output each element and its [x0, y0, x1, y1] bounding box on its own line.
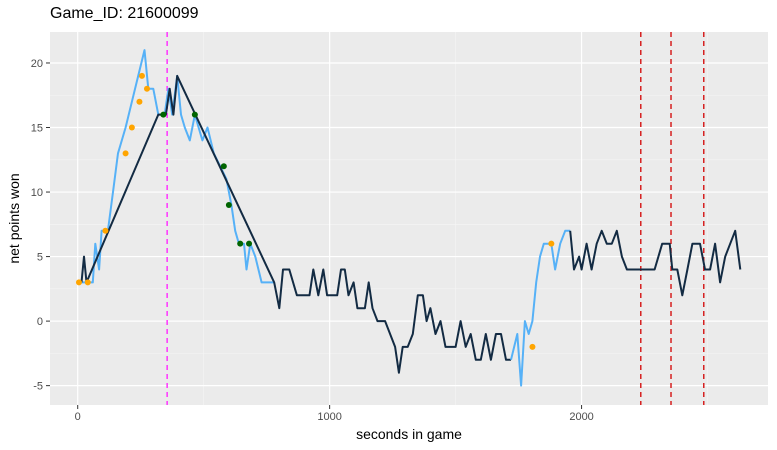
point-orange	[102, 227, 109, 234]
series-line-4	[569, 229, 742, 297]
x-axis-title: seconds in game	[356, 426, 462, 442]
chart-title: Game_ID: 21600099	[50, 5, 199, 22]
point-green	[225, 201, 232, 208]
point-orange	[75, 279, 82, 286]
y-axis-title: net points won	[6, 173, 22, 263]
series-line-2	[80, 74, 511, 374]
y-tick-label: 20	[31, 58, 43, 70]
point-green	[246, 240, 253, 247]
y-tick-label: 10	[31, 187, 43, 199]
point-green	[220, 163, 227, 170]
point-orange	[548, 240, 555, 247]
x-axis-ticks: 0 1000 2000	[75, 405, 594, 423]
plot-panel	[50, 32, 768, 405]
event-points	[75, 72, 555, 350]
y-tick-label: 5	[37, 252, 43, 264]
y-axis-ticks: -5 0 5 10 15 20	[31, 58, 50, 393]
y-tick-label: 15	[31, 123, 43, 135]
point-orange	[84, 279, 91, 286]
x-tick-label: 2000	[569, 411, 593, 423]
point-orange	[529, 343, 536, 350]
grid-lines	[50, 32, 768, 405]
point-orange	[122, 150, 129, 157]
point-orange	[136, 98, 143, 105]
y-tick-label: -5	[33, 381, 43, 393]
point-green	[237, 240, 244, 247]
x-tick-label: 1000	[317, 411, 341, 423]
series-line-3	[510, 229, 571, 387]
series-lines	[77, 49, 742, 387]
point-orange	[138, 72, 145, 79]
x-tick-label: 0	[75, 411, 81, 423]
reference-lines	[166, 32, 705, 405]
point-orange	[143, 85, 150, 92]
point-green	[160, 111, 167, 118]
point-orange	[128, 124, 135, 131]
y-tick-label: 0	[37, 316, 43, 328]
point-green	[191, 111, 198, 118]
